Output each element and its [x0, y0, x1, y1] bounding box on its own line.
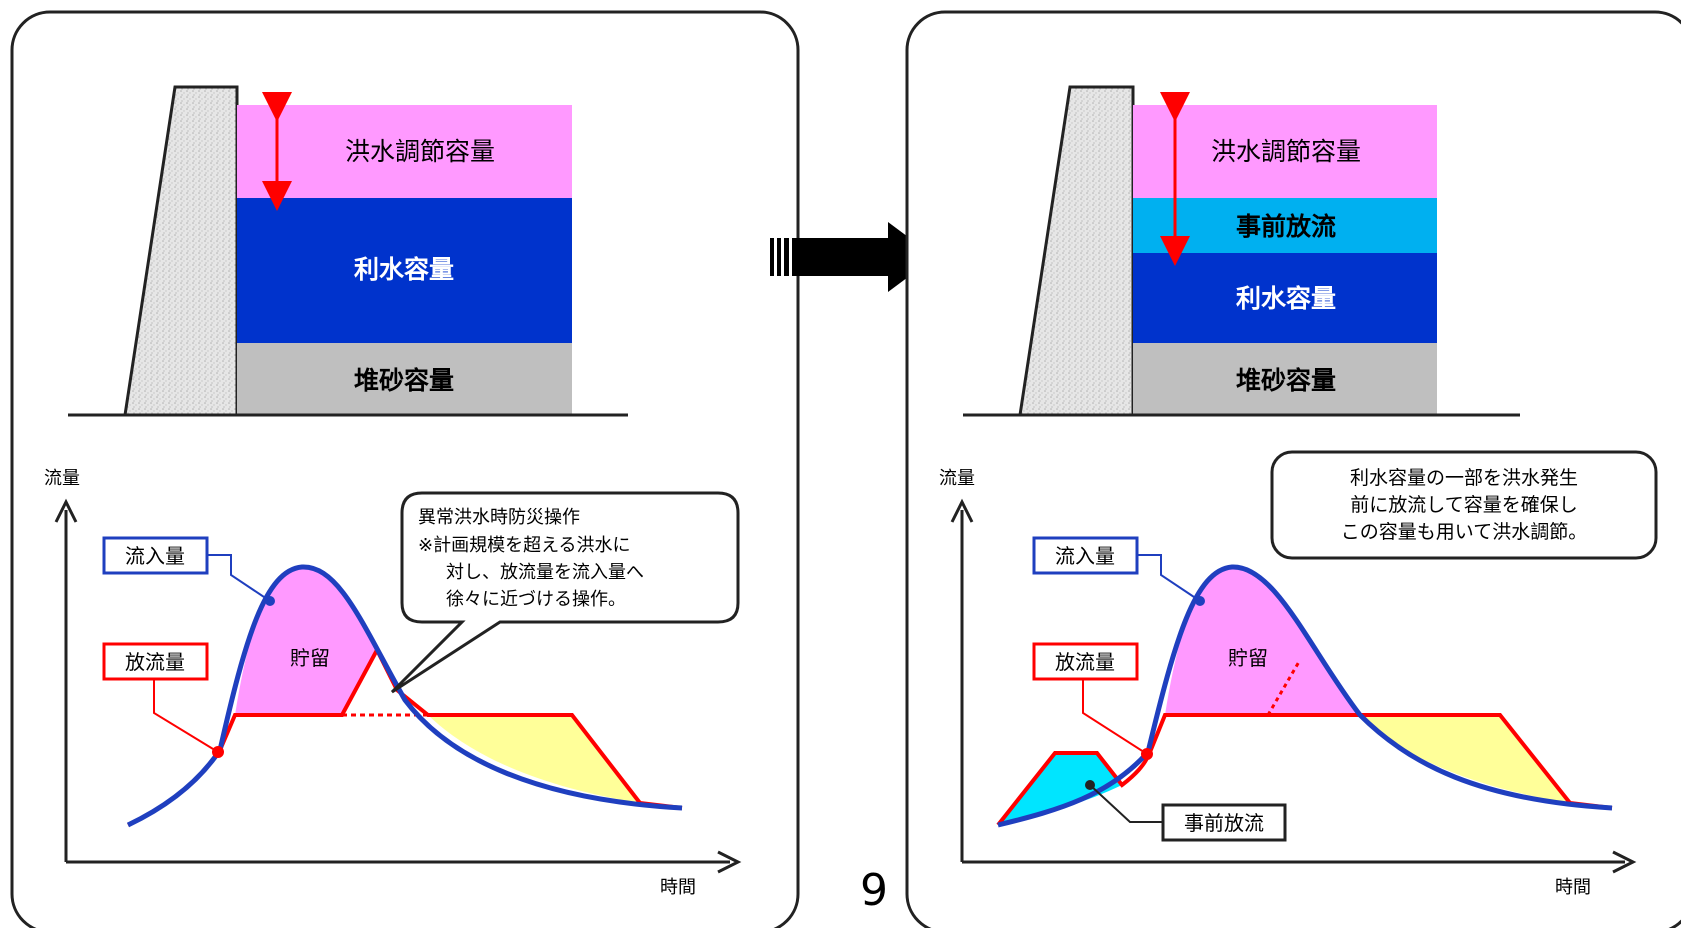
left-inflow-line	[126, 564, 683, 828]
right-sediment-label: 堆砂容量	[1236, 366, 1336, 395]
right-storage-label: 貯留	[1228, 646, 1268, 670]
left-inflow-label: 流入量	[125, 544, 185, 568]
transition-arrow	[770, 222, 935, 292]
right-dam: 洪水調節容量 事前放流 利水容量 堆砂容量	[963, 85, 1520, 417]
left-panel: 洪水調節容量 利水容量 堆砂容量 流量 時間 流	[10, 10, 800, 928]
right-sediment-layer	[1133, 343, 1437, 415]
left-callout-line2: 対し、放流量を流入量へ	[446, 562, 644, 583]
right-water-use-layer	[1133, 253, 1437, 343]
left-outflow-box	[102, 642, 209, 681]
left-callout-line1: ※計画規模を超える洪水に	[418, 535, 631, 556]
right-inflow-line	[997, 564, 1613, 828]
left-outflow-leader	[153, 679, 219, 753]
right-inflow-box	[1032, 536, 1139, 575]
right-storage-area	[1165, 566, 1360, 715]
left-y-axis-label: 流量	[44, 468, 80, 489]
right-graph: 流量 時間 流入量 放流量 貯留	[939, 450, 1658, 898]
left-graph: 流量 時間 流入量 放流量 貯留 異常洪水時防災操作 ※計画規	[44, 468, 742, 898]
left-water-use-label: 利水容量	[354, 255, 454, 284]
right-pre-release-callout-label: 事前放流	[1184, 811, 1264, 835]
right-outflow-box	[1032, 642, 1139, 681]
right-outflow-dashed	[1266, 659, 1302, 716]
right-x-axis-label: 時間	[1555, 877, 1591, 898]
right-arrow-icon	[792, 222, 935, 292]
left-flood-control-layer	[237, 105, 572, 198]
right-pre-release-box	[1161, 803, 1287, 842]
left-flood-control-label: 洪水調節容量	[345, 137, 495, 166]
right-pre-release-leader	[1089, 784, 1163, 823]
left-x-axis-label: 時間	[660, 877, 696, 898]
left-sediment-label: 堆砂容量	[354, 366, 454, 395]
left-callout-bubble	[390, 491, 740, 694]
right-water-use-label: 利水容量	[1236, 284, 1336, 313]
right-y-arrowhead	[950, 498, 974, 523]
right-x-arrowhead	[1612, 850, 1637, 874]
right-inflow-label: 流入量	[1055, 544, 1115, 568]
left-callout-line3: 徐々に近づける操作。	[446, 589, 626, 610]
left-inflow-box	[102, 536, 209, 575]
right-flood-control-label: 洪水調節容量	[1211, 137, 1361, 166]
right-pre-release-area	[998, 753, 1122, 825]
right-note-line2: 前に放流して容量を確保し	[1350, 494, 1577, 516]
left-callout-title: 異常洪水時防災操作	[418, 507, 580, 528]
left-x-arrowhead	[717, 850, 742, 874]
right-note-line3: この容量も用いて洪水調節。	[1341, 521, 1587, 543]
left-dam: 洪水調節容量 利水容量 堆砂容量	[68, 85, 628, 417]
right-outflow-label: 放流量	[1055, 650, 1115, 674]
right-outflow-leader	[1082, 679, 1148, 755]
left-y-arrowhead	[54, 498, 78, 523]
left-water-use-layer	[237, 198, 572, 343]
left-sediment-layer	[237, 343, 572, 415]
right-y-axis-label: 流量	[939, 468, 975, 489]
left-inflow-leader	[207, 554, 271, 602]
right-note-line1: 利水容量の一部を洪水発生	[1350, 467, 1578, 489]
left-storage-label: 貯留	[290, 646, 330, 670]
page-number: 9	[860, 865, 888, 916]
right-note-box	[1270, 450, 1658, 560]
left-outflow-label: 放流量	[125, 650, 185, 674]
right-panel: 洪水調節容量 事前放流 利水容量 堆砂容量 流量 時間	[905, 10, 1681, 928]
right-inflow-leader	[1137, 554, 1201, 602]
right-pre-release-label: 事前放流	[1236, 212, 1336, 241]
